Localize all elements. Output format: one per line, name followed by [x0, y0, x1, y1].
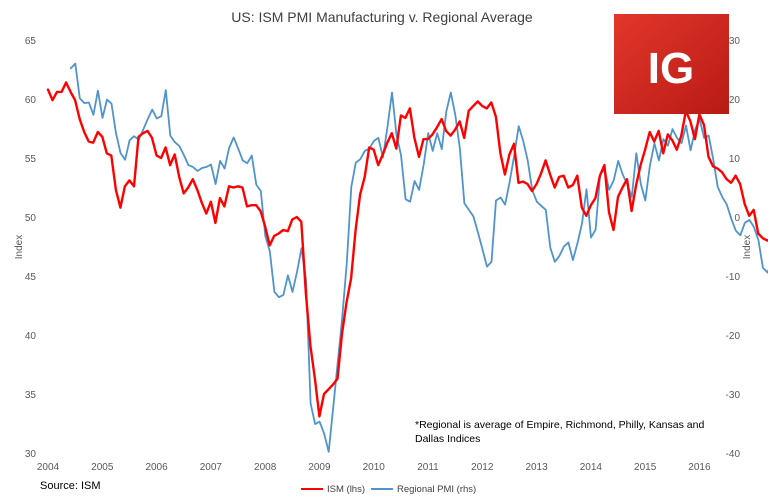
- x-tick-label: 2007: [200, 462, 223, 473]
- x-tick-label: 2012: [471, 462, 494, 473]
- x-tick-label: 2008: [254, 462, 277, 473]
- x-tick-label: 2010: [363, 462, 386, 473]
- x-tick-label: 2013: [525, 462, 548, 473]
- left-tick-label: 60: [25, 95, 37, 106]
- annotation-line-2: Dallas Indices: [415, 433, 480, 445]
- chart-title: US: ISM PMI Manufacturing v. Regional Av…: [231, 9, 533, 25]
- x-tick-label: 2009: [308, 462, 331, 473]
- right-tick-label: 30: [729, 36, 741, 47]
- right-axis-ticks: -40 -30 -20 -10 0 10 20 30: [726, 36, 741, 460]
- series-line-regional-pmi: [69, 62, 768, 453]
- x-tick-label: 2015: [634, 462, 657, 473]
- left-tick-label: 45: [25, 272, 37, 283]
- x-tick-label: 2004: [37, 462, 60, 473]
- logo-text: IG: [648, 44, 694, 93]
- left-tick-label: 55: [25, 154, 37, 165]
- left-tick-label: 50: [25, 213, 37, 224]
- left-axis-title: Index: [14, 235, 25, 259]
- x-tick-label: 2011: [417, 462, 439, 473]
- right-tick-label: -40: [726, 449, 741, 460]
- legend-label-ism: ISM (lhs): [327, 484, 365, 495]
- legend-label-regional: Regional PMI (rhs): [397, 484, 476, 495]
- left-tick-label: 65: [25, 36, 37, 47]
- annotation-line-1: *Regional is average of Empire, Richmond…: [415, 419, 704, 431]
- legend: ISM (lhs) Regional PMI (rhs): [301, 484, 476, 495]
- right-tick-label: -20: [726, 331, 741, 342]
- x-tick-label: 2014: [580, 462, 603, 473]
- x-tick-label: 2006: [145, 462, 168, 473]
- x-tick-label: 2005: [91, 462, 114, 473]
- series-layer: [46, 62, 768, 453]
- right-tick-label: -10: [726, 272, 741, 283]
- left-axis-ticks: 30 35 40 45 50 55 60 65: [25, 36, 37, 460]
- left-tick-label: 30: [25, 449, 37, 460]
- x-axis-ticks: 2004 2005 2006 2007 2008 2009 2010 2011 2012 2013…: [37, 462, 711, 473]
- right-axis-title: Index: [742, 235, 753, 259]
- source-note: Source: ISM: [40, 480, 101, 492]
- x-tick-label: 2016: [688, 462, 711, 473]
- right-tick-label: 20: [729, 95, 741, 106]
- right-tick-label: -30: [726, 390, 741, 401]
- right-tick-label: 0: [734, 213, 740, 224]
- series-line-ism: [46, 81, 768, 418]
- left-tick-label: 35: [25, 390, 37, 401]
- left-tick-label: 40: [25, 331, 37, 342]
- logo-background: [614, 14, 729, 114]
- ig-logo: IG: [614, 14, 729, 114]
- right-tick-label: 10: [729, 154, 741, 165]
